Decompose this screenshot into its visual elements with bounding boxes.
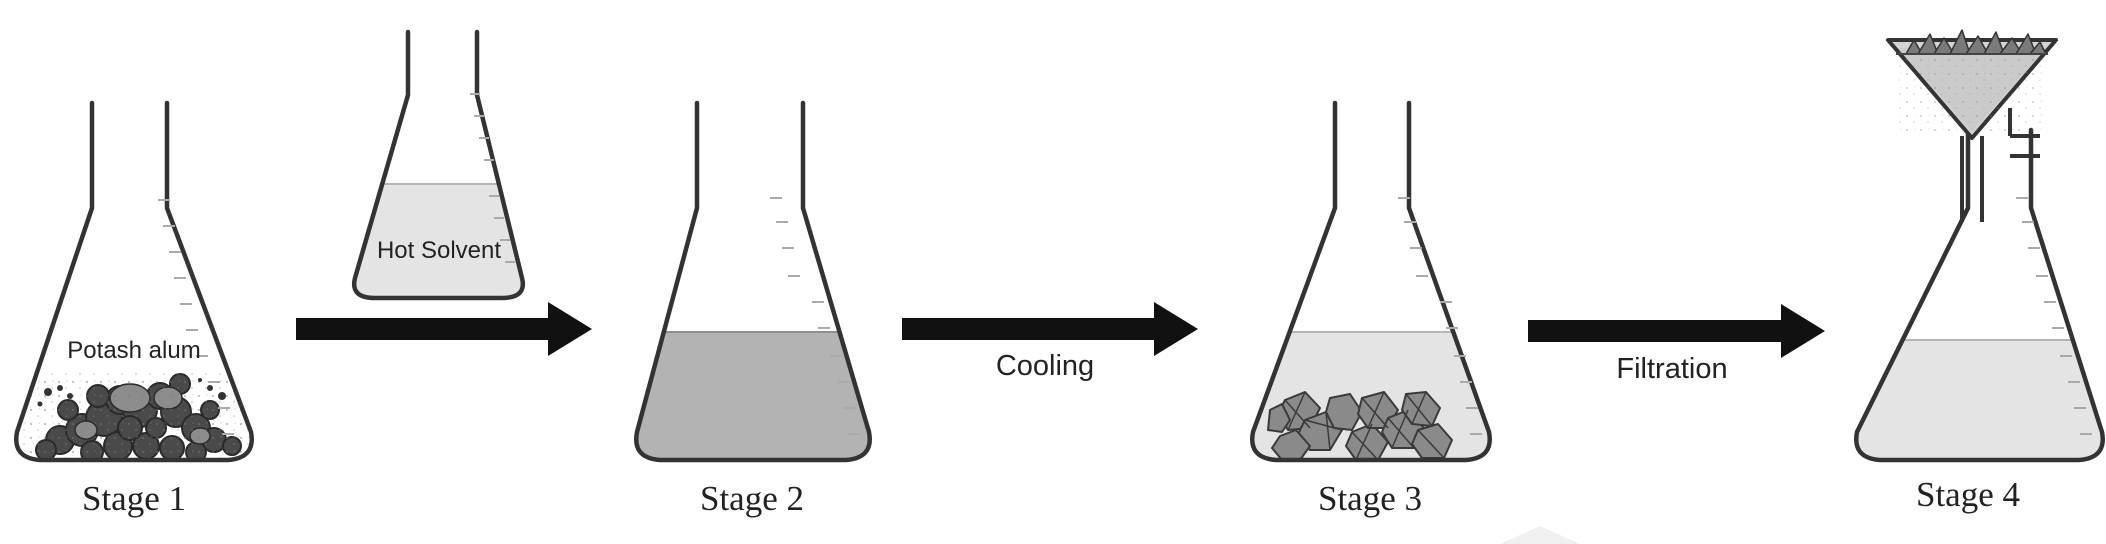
arrow-3: Filtration	[1528, 304, 1825, 385]
cooling-label: Cooling	[996, 350, 1094, 382]
arrow-1	[296, 302, 592, 356]
filter-funnel	[1886, 29, 2058, 222]
stage-2-label: Stage 2	[700, 479, 804, 518]
stage-4-flask: Stage 4	[1854, 29, 2105, 514]
stage-1-content-label: Potash alum	[67, 337, 200, 364]
stage-1-label: Stage 1	[82, 479, 186, 518]
filtered-crystals	[1905, 29, 2047, 55]
hot-solvent-flask: Hot Solvent	[351, 29, 526, 301]
stage-1-solid	[16, 370, 252, 460]
hot-solvent-label: Hot Solvent	[377, 237, 501, 264]
stage-2-flask: Stage 2	[634, 100, 872, 518]
stage-2-liquid	[636, 332, 870, 460]
stage-3-label: Stage 3	[1318, 479, 1422, 518]
filtration-label: Filtration	[1616, 353, 1727, 385]
stage-4-label: Stage 4	[1916, 475, 2020, 514]
watermark-shape	[1500, 526, 1580, 544]
arrow-2: Cooling	[902, 302, 1198, 382]
stage-4-filtrate	[1856, 340, 2103, 460]
stage-3-flask: Stage 3	[1250, 100, 1492, 518]
hot-solvent-liquid	[354, 184, 523, 298]
stage-1-flask: Potash alum Stage 1	[14, 100, 254, 518]
